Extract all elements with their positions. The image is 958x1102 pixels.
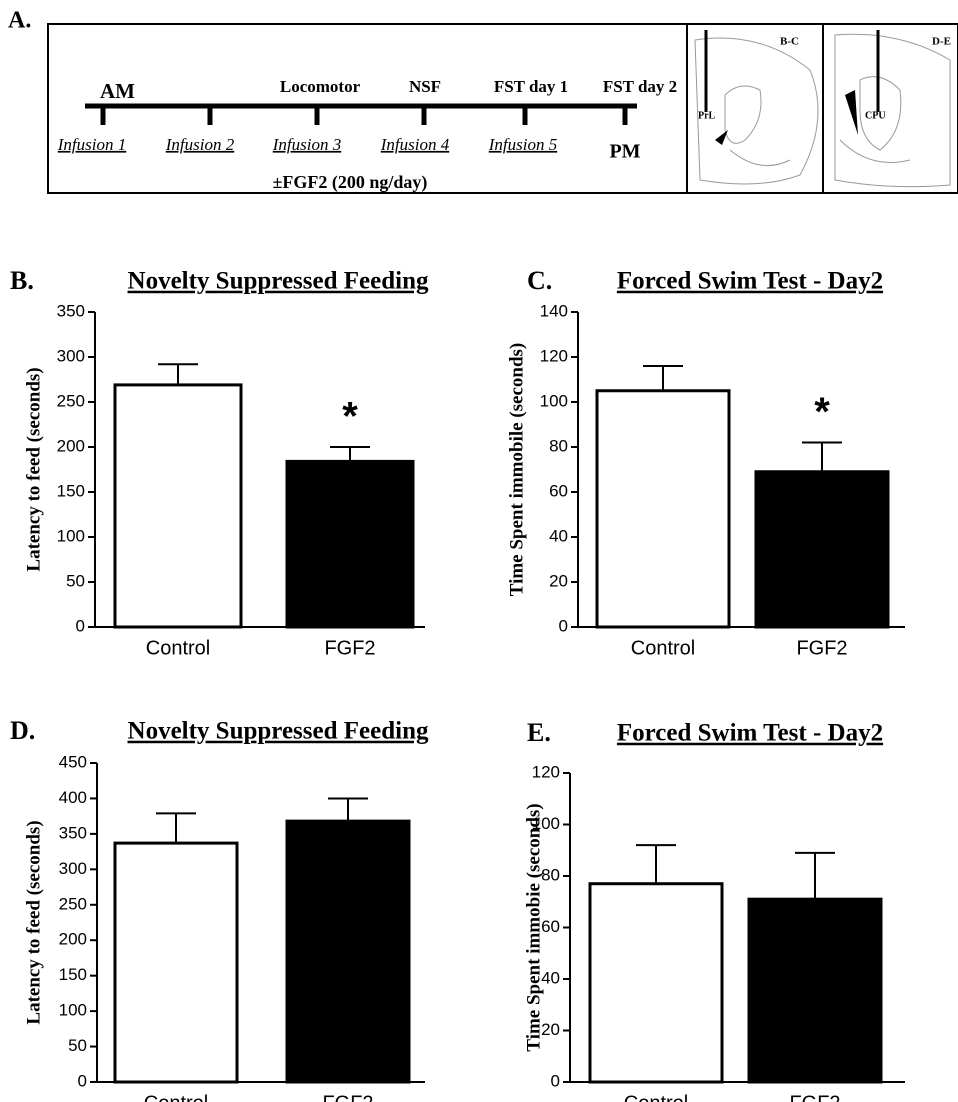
- y-tick-label: 50: [68, 1036, 87, 1055]
- y-tick-label: 100: [532, 814, 560, 833]
- panel-label: D.: [10, 716, 35, 745]
- bar: [113, 383, 243, 629]
- region-label: B-C: [780, 36, 799, 48]
- panel-label: B.: [10, 266, 34, 295]
- x-tick-label: Control: [631, 637, 695, 659]
- y-tick-label: 20: [549, 571, 568, 590]
- bar: [285, 459, 415, 629]
- chart-title: Forced Swim Test - Day2: [617, 268, 883, 295]
- x-tick-label: Control: [624, 1092, 688, 1102]
- infusion-label: Infusion 5: [488, 135, 557, 154]
- bar: [285, 819, 411, 1084]
- brain-section: [694, 33, 951, 188]
- y-tick-label: 150: [59, 965, 87, 984]
- y-tick-label: 0: [559, 616, 568, 635]
- event-label: FST day 1: [494, 77, 568, 96]
- y-tick-label: 300: [59, 859, 87, 878]
- chart-panel: E. Forced Swim Test - Day2 Time Spent immo…: [523, 718, 905, 1102]
- chart-title: Forced Swim Test - Day2: [617, 720, 883, 747]
- y-tick-label: 350: [59, 823, 87, 842]
- y-tick-label: 200: [57, 436, 85, 455]
- significance-mark: *: [814, 390, 830, 434]
- region-label: CPU: [865, 110, 886, 121]
- y-tick-label: 50: [66, 571, 85, 590]
- y-axis-label: Latency to feed (seconds): [23, 820, 44, 1024]
- y-tick-label: 250: [59, 894, 87, 913]
- y-tick-label: 100: [540, 391, 568, 410]
- y-tick-label: 120: [540, 346, 568, 365]
- infusion-label: Infusion 1: [57, 135, 126, 154]
- x-tick-label: FGF2: [324, 637, 375, 659]
- x-tick-label: Control: [144, 1092, 208, 1102]
- panel-label: C.: [527, 266, 552, 295]
- end-label: PM: [609, 141, 640, 163]
- y-tick-label: 300: [57, 346, 85, 365]
- bar: [747, 897, 883, 1084]
- chart-panel: B. Novelty Suppressed Feeding Latency to f…: [10, 266, 429, 659]
- ventricle: [715, 130, 728, 145]
- event-label: AM: [100, 79, 135, 103]
- y-tick-label: 80: [541, 865, 560, 884]
- panel-frame: [47, 23, 958, 194]
- y-tick-label: 400: [59, 788, 87, 807]
- y-tick-label: 450: [59, 752, 87, 771]
- infusion-label: Infusion 2: [165, 135, 235, 154]
- y-tick-label: 100: [57, 526, 85, 545]
- chart-title: Novelty Suppressed Feeding: [128, 268, 429, 295]
- infusion-label: Infusion 3: [272, 135, 341, 154]
- y-tick-label: 250: [57, 391, 85, 410]
- y-tick-label: 120: [532, 762, 560, 781]
- y-tick-label: 80: [549, 436, 568, 455]
- y-axis-label: Time Spent immobie (seconds): [523, 803, 544, 1051]
- panel-label: A.: [8, 8, 31, 34]
- bar: [754, 470, 890, 629]
- y-tick-label: 60: [549, 481, 568, 500]
- chart-panel: C. Forced Swim Test - Day2 Time Spent immo…: [506, 266, 905, 659]
- chart-title: Novelty Suppressed Feeding: [128, 718, 429, 745]
- y-tick-label: 200: [59, 930, 87, 949]
- ventricle: [845, 90, 858, 135]
- timeline-ticks: [100, 106, 628, 125]
- y-tick-label: 0: [76, 616, 85, 635]
- y-tick-label: 40: [549, 526, 568, 545]
- x-tick-label: FGF2: [796, 637, 847, 659]
- bar: [113, 841, 239, 1084]
- bar: [595, 389, 731, 629]
- y-tick-label: 20: [541, 1020, 560, 1039]
- event-label: Locomotor: [280, 77, 361, 96]
- y-tick-label: 150: [57, 481, 85, 500]
- x-tick-label: FGF2: [789, 1092, 840, 1102]
- y-tick-label: 60: [541, 917, 560, 936]
- region-label: D-E: [932, 36, 951, 48]
- infusion-label: Infusion 4: [380, 135, 450, 154]
- treatment-label: ±FGF2 (200 ng/day): [273, 172, 428, 193]
- chart-panel: D. Novelty Suppressed Feeding Latency to f…: [10, 716, 429, 1102]
- event-label: FST day 2: [603, 77, 677, 96]
- y-tick-label: 140: [540, 301, 568, 320]
- y-tick-label: 40: [541, 968, 560, 987]
- panel-a: A. AM Locomotor NSF FST day 1 FST day 2 …: [8, 8, 958, 194]
- x-tick-label: FGF2: [322, 1092, 373, 1102]
- x-tick-label: Control: [146, 637, 210, 659]
- significance-mark: *: [342, 395, 358, 439]
- event-label: NSF: [409, 77, 441, 96]
- y-axis-label: Latency to feed (seconds): [23, 367, 44, 571]
- y-tick-label: 0: [551, 1071, 560, 1090]
- panel-label: E.: [527, 718, 551, 747]
- y-tick-label: 0: [78, 1071, 87, 1090]
- region-label: PrL: [698, 110, 716, 121]
- y-tick-label: 350: [57, 301, 85, 320]
- y-axis-label: Time Spent immobile (seconds): [506, 343, 527, 597]
- bar: [588, 882, 724, 1084]
- y-tick-label: 100: [59, 1001, 87, 1020]
